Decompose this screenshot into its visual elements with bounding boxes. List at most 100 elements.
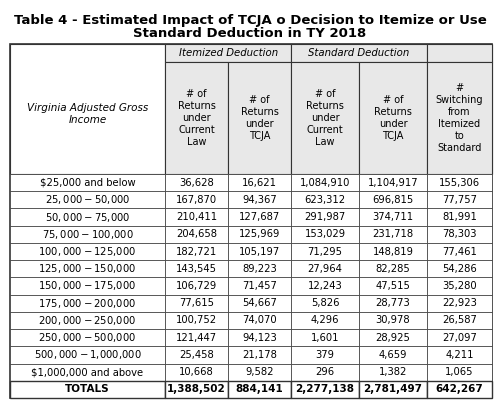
Text: 4,211: 4,211	[445, 350, 474, 360]
Text: 4,659: 4,659	[379, 350, 408, 360]
Text: 210,411: 210,411	[176, 212, 217, 222]
Text: 89,223: 89,223	[242, 264, 277, 274]
Bar	[165, 346, 228, 364]
Bar	[359, 208, 427, 226]
Text: 77,461: 77,461	[442, 246, 477, 257]
Text: 1,084,910: 1,084,910	[300, 178, 350, 187]
Text: 77,757: 77,757	[442, 195, 477, 205]
Bar	[291, 381, 359, 398]
Bar	[165, 364, 228, 381]
Bar	[359, 346, 427, 364]
Bar	[359, 226, 427, 243]
Text: $50,000 - $75,000: $50,000 - $75,000	[45, 210, 130, 223]
Bar	[10, 329, 165, 346]
Bar	[291, 346, 359, 364]
Bar	[228, 278, 291, 295]
Bar	[427, 243, 492, 260]
Bar	[427, 174, 492, 191]
Bar	[427, 62, 492, 174]
Text: 884,141: 884,141	[236, 384, 284, 394]
Bar	[165, 44, 291, 62]
Bar	[165, 312, 228, 329]
Bar	[359, 381, 427, 398]
Bar	[228, 295, 291, 312]
Bar	[427, 329, 492, 346]
Bar	[291, 226, 359, 243]
Bar	[165, 260, 228, 278]
Text: 28,773: 28,773	[376, 298, 410, 308]
Text: $175,000 - $200,000: $175,000 - $200,000	[38, 297, 136, 310]
Bar	[427, 208, 492, 226]
Bar	[10, 44, 492, 398]
Text: 82,285: 82,285	[376, 264, 410, 274]
Bar	[359, 278, 427, 295]
Text: $150,000 - $175,000: $150,000 - $175,000	[38, 280, 136, 292]
Bar	[165, 62, 228, 174]
Text: 2,277,138: 2,277,138	[296, 384, 354, 394]
Text: 27,964: 27,964	[308, 264, 342, 274]
Text: 105,197: 105,197	[239, 246, 280, 257]
Text: # of
Returns
under
Current
Law: # of Returns under Current Law	[178, 89, 216, 147]
Text: 36,628: 36,628	[179, 178, 214, 187]
Bar	[228, 174, 291, 191]
Text: #
Switching
from
Itemized
to
Standard: # Switching from Itemized to Standard	[436, 83, 483, 153]
Text: 16,621: 16,621	[242, 178, 277, 187]
Bar	[228, 329, 291, 346]
Bar	[359, 174, 427, 191]
Bar	[427, 44, 492, 62]
Text: 26,587: 26,587	[442, 316, 477, 326]
Text: 1,388,502: 1,388,502	[167, 384, 226, 394]
Bar	[427, 260, 492, 278]
Bar	[291, 44, 427, 62]
Bar	[291, 312, 359, 329]
Text: 696,815: 696,815	[372, 195, 414, 205]
Text: 623,312: 623,312	[304, 195, 346, 205]
Bar	[165, 174, 228, 191]
Text: 143,545: 143,545	[176, 264, 217, 274]
Bar	[427, 381, 492, 398]
Text: 100,752: 100,752	[176, 316, 217, 326]
Text: 94,123: 94,123	[242, 332, 277, 343]
Text: $500,000 - $1,000,000: $500,000 - $1,000,000	[34, 348, 142, 362]
Bar	[427, 312, 492, 329]
Bar	[359, 243, 427, 260]
Text: 74,070: 74,070	[242, 316, 277, 326]
Bar	[359, 260, 427, 278]
Bar	[10, 191, 165, 208]
Text: # of
Returns
under
Current
Law: # of Returns under Current Law	[306, 89, 344, 147]
Text: $25,000 and below: $25,000 and below	[40, 178, 136, 187]
Bar	[165, 295, 228, 312]
Bar	[10, 312, 165, 329]
Text: 155,306: 155,306	[439, 178, 480, 187]
Bar	[10, 44, 165, 174]
Text: $25,000 - $50,000: $25,000 - $50,000	[45, 194, 130, 206]
Bar	[228, 208, 291, 226]
Bar	[165, 329, 228, 346]
Text: 12,243: 12,243	[308, 281, 342, 291]
Text: 77,615: 77,615	[179, 298, 214, 308]
Bar	[228, 364, 291, 381]
Bar	[427, 346, 492, 364]
Text: 54,286: 54,286	[442, 264, 477, 274]
Bar	[359, 329, 427, 346]
Bar	[427, 278, 492, 295]
Text: # of
Returns
under
TCJA: # of Returns under TCJA	[240, 95, 279, 141]
Bar	[427, 191, 492, 208]
Bar	[291, 329, 359, 346]
Bar	[291, 364, 359, 381]
Bar	[10, 295, 165, 312]
Text: 21,178: 21,178	[242, 350, 277, 360]
Text: 30,978: 30,978	[376, 316, 410, 326]
Text: 296: 296	[316, 367, 334, 377]
Text: $250,000 - $500,000: $250,000 - $500,000	[38, 331, 136, 344]
Text: Standard Deduction: Standard Deduction	[308, 48, 410, 58]
Text: 1,601: 1,601	[311, 332, 340, 343]
Bar	[228, 312, 291, 329]
Bar	[359, 364, 427, 381]
Bar	[228, 243, 291, 260]
Text: TOTALS: TOTALS	[65, 384, 110, 394]
Text: # of
Returns
under
TCJA: # of Returns under TCJA	[374, 95, 412, 141]
Bar	[359, 191, 427, 208]
Text: 125,969: 125,969	[239, 229, 281, 239]
Text: 379: 379	[316, 350, 334, 360]
